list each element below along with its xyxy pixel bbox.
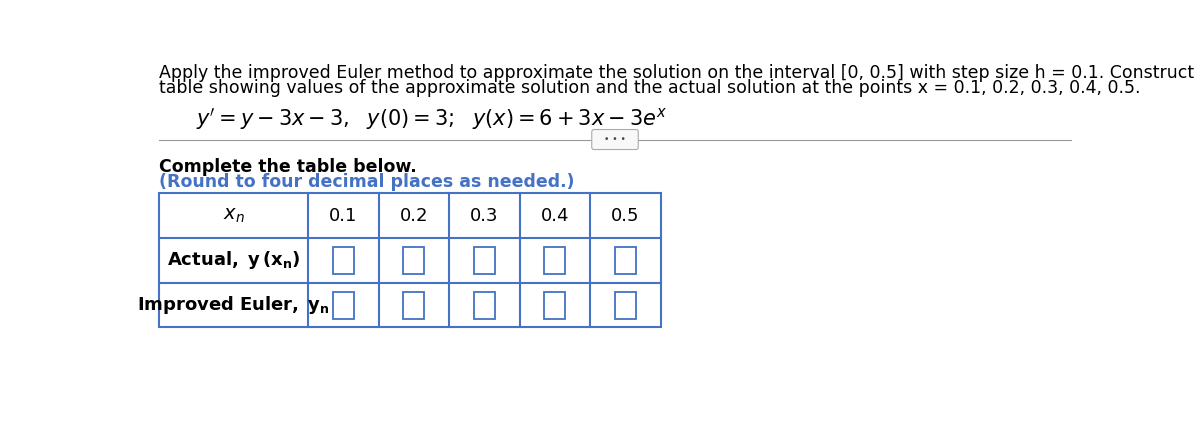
Text: 0.1: 0.1 <box>329 207 358 225</box>
Bar <box>332 292 354 318</box>
Text: table showing values of the approximate solution and the actual solution at the : table showing values of the approximate … <box>160 79 1141 98</box>
Bar <box>474 247 494 274</box>
Bar <box>474 292 494 318</box>
Text: $x_n$: $x_n$ <box>223 206 245 225</box>
Bar <box>332 247 354 274</box>
Bar <box>616 292 636 318</box>
Text: $\mathbf{Improved\ Euler,\ y_n}$: $\mathbf{Improved\ Euler,\ y_n}$ <box>137 294 330 316</box>
Text: Apply the improved Euler method to approximate the solution on the interval [0, : Apply the improved Euler method to appro… <box>160 64 1200 82</box>
Text: 0.4: 0.4 <box>541 207 569 225</box>
Text: 0.2: 0.2 <box>400 207 428 225</box>
Bar <box>160 194 661 327</box>
Text: Complete the table below.: Complete the table below. <box>160 158 418 176</box>
Text: $y' = y - 3x - 3,\ \ y(0) = 3;\ \ y(x) = 6 + 3x - 3e^x$: $y' = y - 3x - 3,\ \ y(0) = 3;\ \ y(x) =… <box>197 106 667 131</box>
Text: $\mathbf{Actual,\ y\,(x_n)}$: $\mathbf{Actual,\ y\,(x_n)}$ <box>167 250 300 271</box>
Text: (Round to four decimal places as needed.): (Round to four decimal places as needed.… <box>160 174 575 191</box>
Text: • • •: • • • <box>604 135 626 144</box>
Bar <box>616 247 636 274</box>
FancyBboxPatch shape <box>592 130 638 150</box>
Text: 0.5: 0.5 <box>611 207 640 225</box>
Bar <box>403 292 425 318</box>
Bar <box>545 247 565 274</box>
Bar <box>545 292 565 318</box>
Bar <box>403 247 425 274</box>
Text: 0.3: 0.3 <box>470 207 499 225</box>
